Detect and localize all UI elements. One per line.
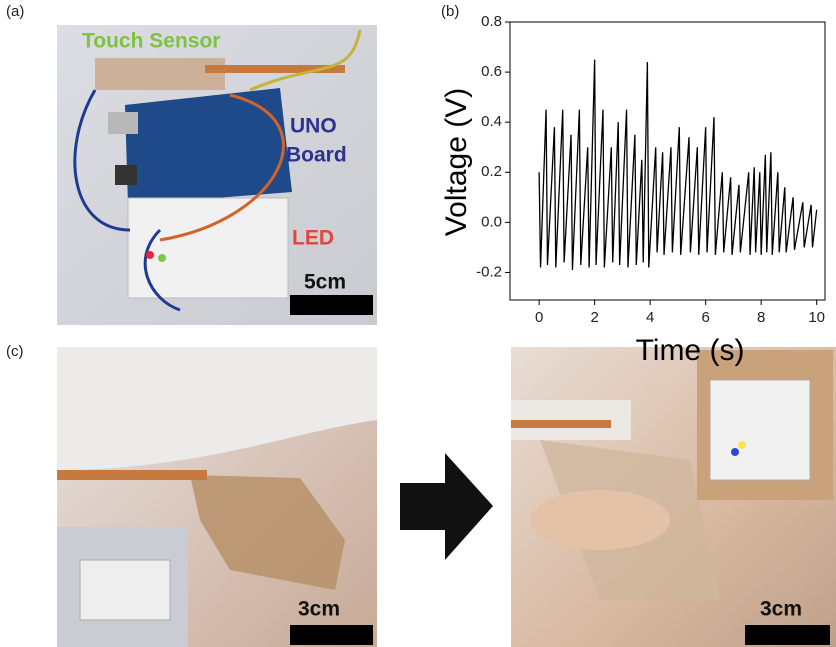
annotation: UNO <box>290 115 337 138</box>
y-tick-label: 0.8 <box>481 13 502 30</box>
x-tick-label: 2 <box>590 309 598 326</box>
x-tick-label: 6 <box>701 309 709 326</box>
x-axis-label: Time (s) <box>636 334 745 367</box>
y-tick-label: 0.2 <box>481 163 502 180</box>
scale-label: 3cm <box>298 598 340 621</box>
signal-line <box>539 60 817 270</box>
panel-label: (b) <box>441 3 459 20</box>
plot-frame <box>510 22 825 300</box>
figure: (a) (b) (c) Touch Sensor UNO Board LED 5… <box>0 0 836 647</box>
x-tick-label: 4 <box>646 309 654 326</box>
annotation: Board <box>286 144 347 167</box>
arrow <box>400 453 493 560</box>
y-tick-label: 0.4 <box>481 113 502 130</box>
panel-label: (a) <box>6 3 24 20</box>
y-tick-label: 0.0 <box>481 213 502 230</box>
y-tick-label: 0.6 <box>481 63 502 80</box>
x-tick-label: 8 <box>757 309 765 326</box>
annotation: Touch Sensor <box>82 30 220 53</box>
annotation: LED <box>292 227 334 250</box>
x-tick-label: 0 <box>535 309 543 326</box>
x-tick-label: 10 <box>808 309 825 326</box>
scale-label: 3cm <box>760 598 802 621</box>
panel-label: (c) <box>6 343 24 360</box>
scale-label: 5cm <box>304 271 346 294</box>
y-axis-label: Voltage (V) <box>440 88 473 236</box>
y-tick-label: -0.2 <box>476 263 502 280</box>
